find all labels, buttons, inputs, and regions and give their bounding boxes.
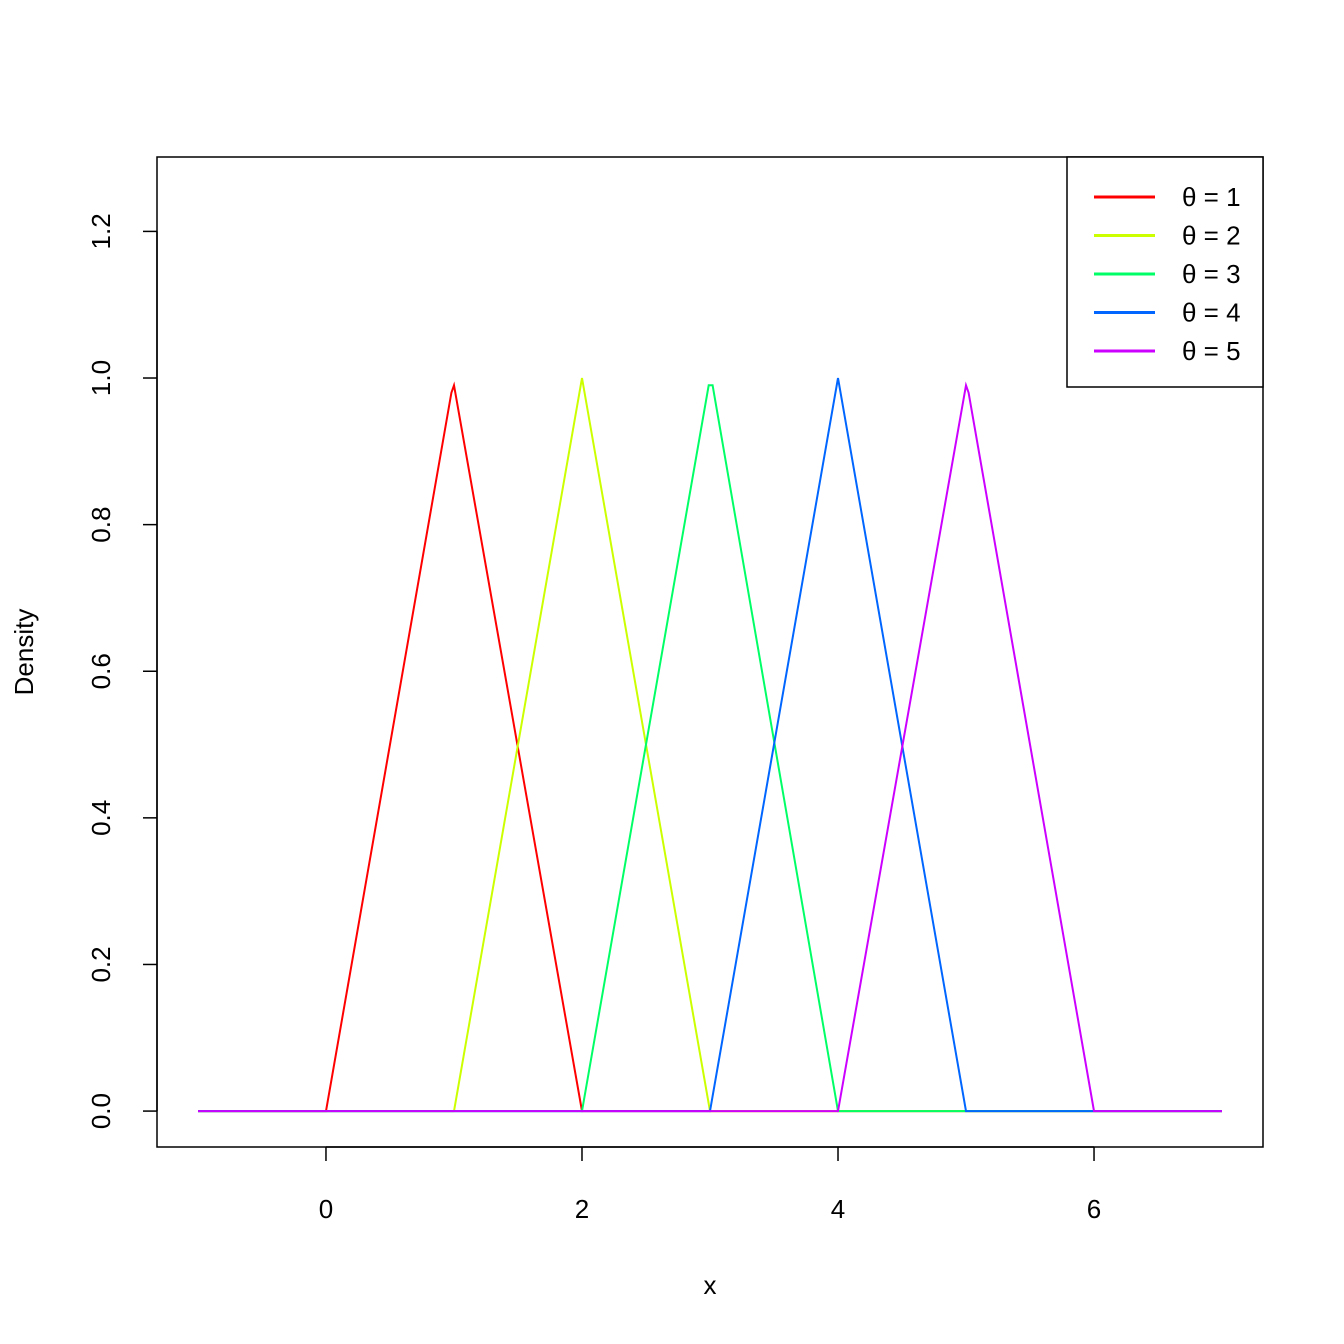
- series-line-theta-3: [198, 384, 1222, 1113]
- y-tick-label: 0.4: [86, 800, 116, 836]
- x-tick-label: 6: [1087, 1194, 1101, 1224]
- y-tick-label: 0.0: [86, 1093, 116, 1129]
- y-axis-label: Density: [9, 609, 39, 696]
- y-axis: 0.0 0.2 0.4 0.6 0.8 1.0 1.2: [86, 213, 158, 1129]
- series-lines: [198, 377, 1222, 1113]
- y-tick-label: 0.2: [86, 946, 116, 982]
- y-tick-label: 1.2: [86, 213, 116, 249]
- y-tick-label: 1.0: [86, 360, 116, 396]
- x-tick-label: 2: [575, 1194, 589, 1224]
- legend-box: [1066, 156, 1264, 388]
- legend-label-theta-1: θ = 1: [1182, 182, 1241, 212]
- legend: θ = 1 θ = 2 θ = 3 θ = 4 θ = 5: [1066, 156, 1264, 388]
- x-tick-label: 0: [319, 1194, 333, 1224]
- y-tick-label: 0.6: [86, 653, 116, 689]
- legend-label-theta-4: θ = 4: [1182, 298, 1241, 328]
- series-line-theta-5: [198, 381, 1222, 1113]
- series-line-theta-1: [198, 381, 1222, 1113]
- legend-label-theta-2: θ = 2: [1182, 221, 1241, 251]
- legend-label-theta-5: θ = 5: [1182, 336, 1241, 366]
- x-axis: 0 2 4 6: [319, 1146, 1101, 1224]
- x-tick-label: 4: [831, 1194, 845, 1224]
- legend-label-theta-3: θ = 3: [1182, 259, 1241, 289]
- x-axis-label: x: [704, 1270, 717, 1300]
- series-line-theta-4: [198, 377, 1222, 1113]
- series-line-theta-2: [198, 377, 1222, 1113]
- y-tick-label: 0.8: [86, 507, 116, 543]
